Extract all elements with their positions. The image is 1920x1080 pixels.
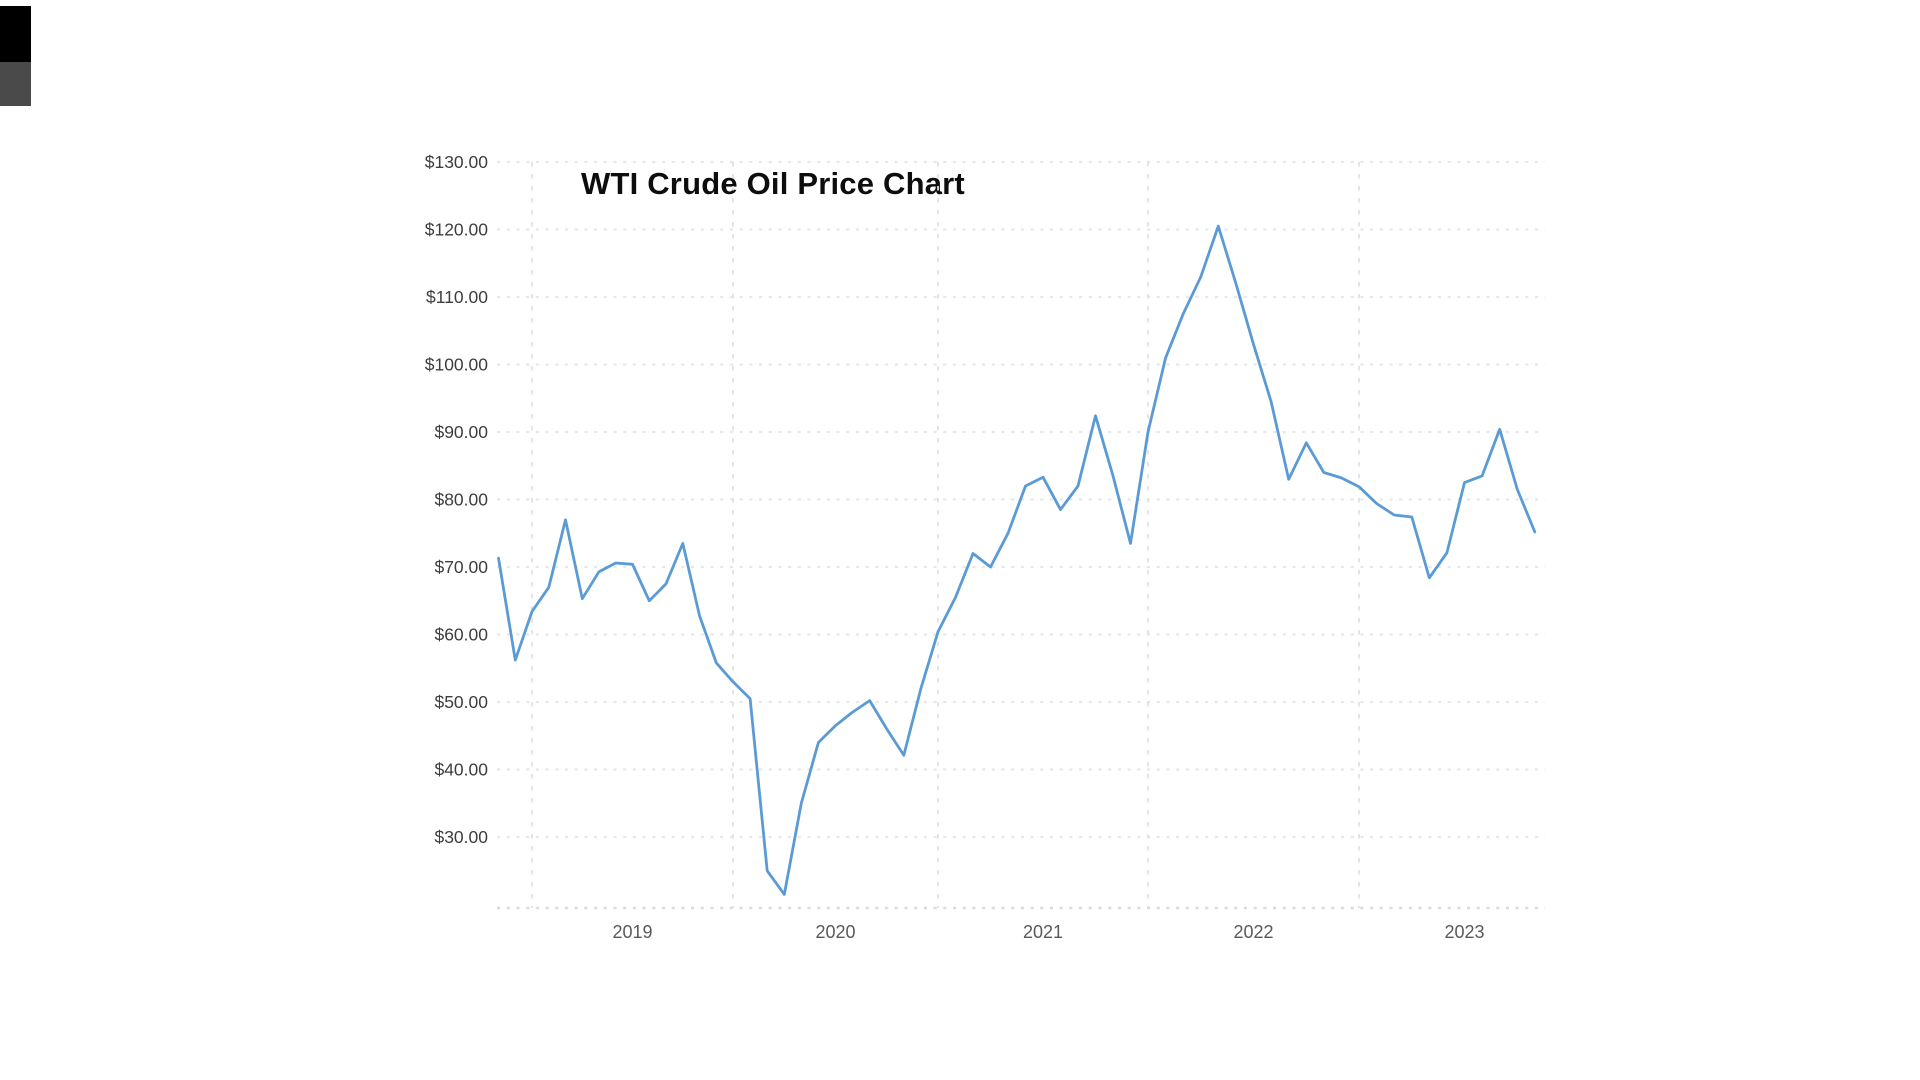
horizontal-gridlines — [497, 160, 1545, 839]
x-axis-tick-label: 2019 — [612, 922, 652, 942]
x-axis-tick-label: 2021 — [1023, 922, 1063, 942]
x-axis-tick-labels: 2019 2020 2021 2022 2023 — [612, 922, 1484, 942]
y-axis-tick-label: $40.00 — [434, 760, 488, 780]
x-axis-tick-label: 2020 — [815, 922, 855, 942]
y-axis-tick-label: $130.00 — [425, 152, 489, 172]
x-axis-tick-label: 2022 — [1233, 922, 1273, 942]
screen-edge-artifact — [0, 6, 31, 106]
y-axis-tick-label: $50.00 — [434, 692, 488, 712]
y-axis-tick-label: $110.00 — [426, 287, 488, 307]
y-axis-tick-label: $60.00 — [434, 625, 488, 645]
wti-price-line — [497, 224, 1537, 896]
y-axis-tick-label: $120.00 — [425, 220, 489, 240]
y-axis-tick-label: $90.00 — [434, 422, 488, 442]
y-axis-tick-label: $80.00 — [434, 490, 488, 510]
y-axis-tick-labels: $130.00 $120.00 $110.00 $100.00 $90.00 $80.00… — [425, 152, 489, 847]
y-axis-tick-label: $70.00 — [434, 557, 488, 577]
chart-title: WTI Crude Oil Price Chart — [581, 166, 965, 201]
y-axis-tick-label: $100.00 — [425, 355, 489, 375]
x-axis-tick-label: 2023 — [1444, 922, 1484, 942]
y-axis-tick-label: $30.00 — [434, 827, 488, 847]
price-line-series — [497, 224, 1537, 896]
vertical-gridlines — [531, 162, 1360, 908]
